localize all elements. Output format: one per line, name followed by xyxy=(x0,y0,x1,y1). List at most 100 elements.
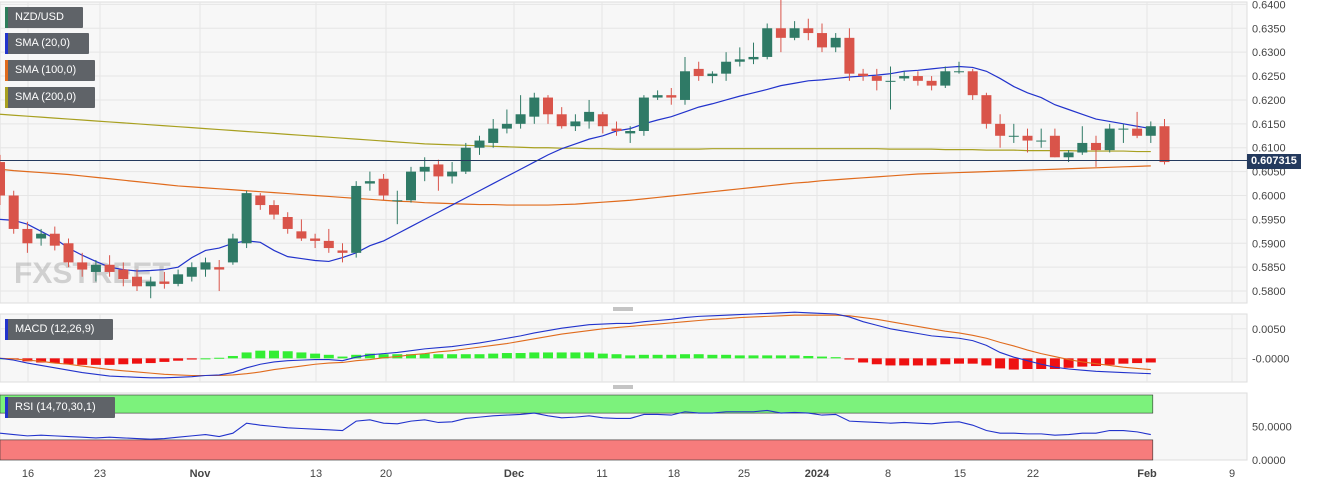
legend-sma20[interactable]: SMA (20,0) xyxy=(5,33,89,54)
candle-body xyxy=(159,281,170,284)
candle-body xyxy=(899,76,910,79)
macd-histogram-bar xyxy=(789,355,800,359)
macd-histogram-bar xyxy=(90,358,101,365)
macd-histogram-bar xyxy=(707,354,718,359)
macd-histogram-bar xyxy=(1132,358,1143,364)
candle-body xyxy=(351,185,362,253)
candle-body xyxy=(707,73,718,77)
rsi-tick-label: 50.0000 xyxy=(1252,422,1292,434)
macd-histogram-bar xyxy=(638,354,649,359)
candle-body xyxy=(255,195,266,206)
candle-body xyxy=(1036,140,1047,142)
macd-histogram-bar xyxy=(885,358,896,366)
candle-body xyxy=(556,114,567,127)
candle-body xyxy=(693,68,704,77)
price-tick-label: 0.6350 xyxy=(1252,23,1286,35)
macd-histogram-bar xyxy=(652,354,663,359)
macd-histogram-bar xyxy=(49,358,60,364)
x-tick-label: 9 xyxy=(1229,468,1235,480)
candle-body xyxy=(940,71,951,86)
candle-body xyxy=(981,95,992,124)
macd-histogram-bar xyxy=(625,355,636,359)
candle-body xyxy=(447,171,458,177)
candle-body xyxy=(1091,142,1101,151)
candle-body xyxy=(90,264,101,272)
candle-body xyxy=(419,166,430,172)
candle-body xyxy=(1008,135,1019,137)
macd-histogram-bar xyxy=(611,354,622,359)
legend-sma100[interactable]: SMA (100,0) xyxy=(5,60,95,81)
legend-rsi[interactable]: RSI (14,70,30,1) xyxy=(5,397,115,418)
candle-body xyxy=(488,128,499,143)
macd-histogram-bar xyxy=(501,353,512,359)
x-tick-label: 23 xyxy=(94,468,106,480)
macd-histogram-bar xyxy=(474,354,485,359)
candle-body xyxy=(1118,128,1129,130)
legend-rsi-swatch xyxy=(5,397,8,418)
candle-body xyxy=(118,269,129,280)
macd-histogram-bar xyxy=(543,352,553,359)
macd-histogram-bar xyxy=(529,352,540,359)
rsi-panel: 50.0000 0.0000 xyxy=(0,392,1292,467)
candle-body xyxy=(912,76,923,81)
candle-body xyxy=(584,111,595,122)
macd-histogram-bar xyxy=(515,353,526,359)
macd-histogram-bar xyxy=(1063,358,1074,368)
x-tick-label: 18 xyxy=(668,468,680,480)
price-tick-label: 0.6050 xyxy=(1252,167,1286,179)
candle-body xyxy=(22,228,33,244)
macd-histogram-bar xyxy=(323,354,334,359)
candle-body xyxy=(680,71,690,100)
legend-macd[interactable]: MACD (12,26,9) xyxy=(5,319,113,340)
macd-histogram-bar xyxy=(159,358,170,362)
macd-histogram-bar xyxy=(693,354,704,359)
macd-histogram-bar xyxy=(844,358,855,360)
macd-histogram-bar xyxy=(1049,358,1060,369)
x-tick-label: 13 xyxy=(310,468,322,480)
candle-body xyxy=(378,178,389,196)
macd-histogram-bar xyxy=(830,357,841,359)
macd-histogram-bar xyxy=(296,352,307,359)
candle-body xyxy=(364,181,375,184)
price-tick-label: 0.5800 xyxy=(1252,286,1286,298)
candle-body xyxy=(885,80,896,82)
candle-body xyxy=(1063,152,1074,158)
price-plot-bg xyxy=(0,1,1248,304)
x-tick-label: Nov xyxy=(190,468,212,480)
candle-body xyxy=(501,123,512,129)
candle-body xyxy=(652,95,663,98)
price-tick-label: 0.6400 xyxy=(1252,0,1286,11)
macd-histogram-bar xyxy=(584,352,595,359)
legend-nzdusd[interactable]: NZD/USD xyxy=(5,7,83,28)
candle-body xyxy=(1159,126,1170,163)
candle-body xyxy=(666,95,677,98)
macd-histogram-bar xyxy=(981,358,992,366)
macd-histogram-bar xyxy=(1145,358,1156,363)
price-tick-label: 0.5950 xyxy=(1252,214,1286,226)
price-tick-label: 0.5900 xyxy=(1252,238,1286,250)
rsi-line xyxy=(0,409,1151,440)
macd-histogram-bar xyxy=(227,355,238,359)
x-tick-label: 2024 xyxy=(805,468,830,480)
price-tick-label: 0.6100 xyxy=(1252,143,1286,155)
macd-histogram-bar xyxy=(173,358,184,361)
candle-body xyxy=(611,128,622,131)
candle-body xyxy=(282,217,293,229)
legend-macd-label: MACD (12,26,9) xyxy=(15,323,95,335)
legend-sma20-label: SMA (20,0) xyxy=(15,37,71,49)
macd-signal-line xyxy=(0,314,1151,377)
macd-histogram-bar xyxy=(762,355,773,359)
candle-body xyxy=(406,171,416,201)
candle-body xyxy=(269,205,279,215)
legend-nzdusd-swatch xyxy=(5,7,8,28)
macd-histogram-bar xyxy=(721,354,732,359)
macd-histogram-bar xyxy=(460,354,471,359)
price-panel: 0.6400 0.6350 0.6300 0.6250 0.6200 0.6150 0.61… xyxy=(0,0,1286,389)
macd-histogram-bar xyxy=(1036,358,1047,369)
candle-body xyxy=(638,97,649,131)
macd-histogram-bar xyxy=(666,354,677,359)
legend-sma200[interactable]: SMA (200,0) xyxy=(5,87,95,108)
sma200-line xyxy=(0,113,1151,153)
candle-body xyxy=(77,262,88,270)
macd-histogram-bar xyxy=(406,354,416,359)
